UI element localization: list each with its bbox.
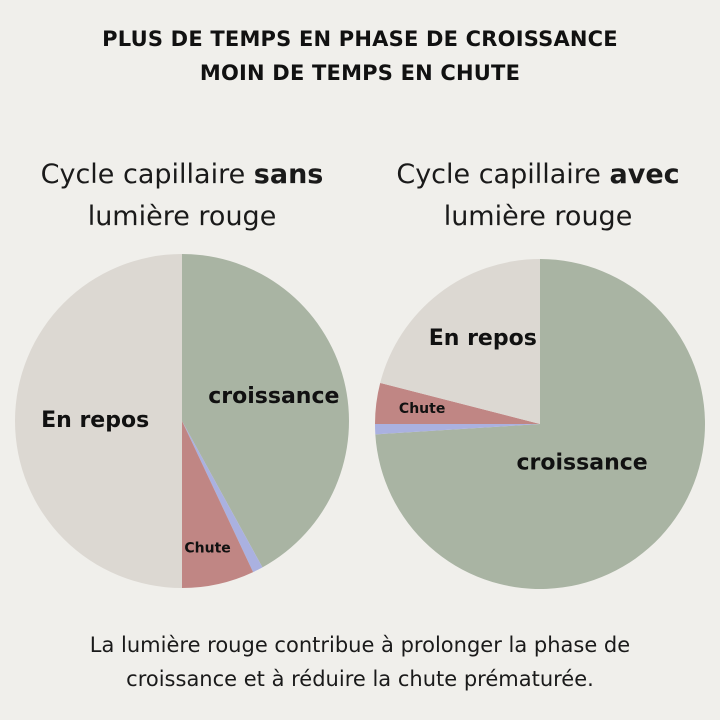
pie-label-croissance: croissance [208,384,339,409]
pie-slice-transition [182,421,263,573]
chart-title-emphasis: sans [253,159,324,190]
pie-label-chute: Chute [399,401,445,417]
pie-chart-2: croissance Chute En repos [375,259,705,589]
chart-title-prefix: Cycle capillaire [396,159,610,190]
caption-line-2: croissance et à réduire la chute prématu… [126,667,594,691]
pie-label-en-repos: En repos [429,326,537,351]
chart-title-emphasis: avec [609,159,680,190]
headline: PLUS DE TEMPS EN PHASE DE CROISSANCE MOI… [0,22,720,90]
chart-title-with-red-light: Cycle capillaire avec lumière rouge [358,154,718,238]
pie-slice-en-repos [380,259,540,424]
pie-slice-croissance [182,254,349,568]
chart-title-without-red-light: Cycle capillaire sans lumière rouge [2,154,362,238]
chart-title-prefix: Cycle capillaire [40,159,254,190]
pie-slice-transition [375,424,540,435]
pie-slice-chute [182,421,254,588]
pie-slice-chute [375,382,540,424]
pie-chart-1: croissance Chute En repos [15,254,349,588]
headline-line-2: MOIN DE TEMPS EN CHUTE [199,61,521,85]
caption: La lumière rouge contribue à prolonger l… [0,628,720,696]
pie-label-croissance: croissance [516,451,647,476]
pie-label-en-repos: En repos [41,408,149,433]
chart-title-line-2: lumière rouge [87,201,277,232]
caption-line-1: La lumière rouge contribue à prolonger l… [89,633,631,657]
pie-label-chute: Chute [184,541,230,557]
pie-slice-croissance [375,259,705,589]
headline-line-1: PLUS DE TEMPS EN PHASE DE CROISSANCE [102,27,618,51]
chart-title-line-2: lumière rouge [443,201,633,232]
pie-slice-en-repos [15,254,182,588]
